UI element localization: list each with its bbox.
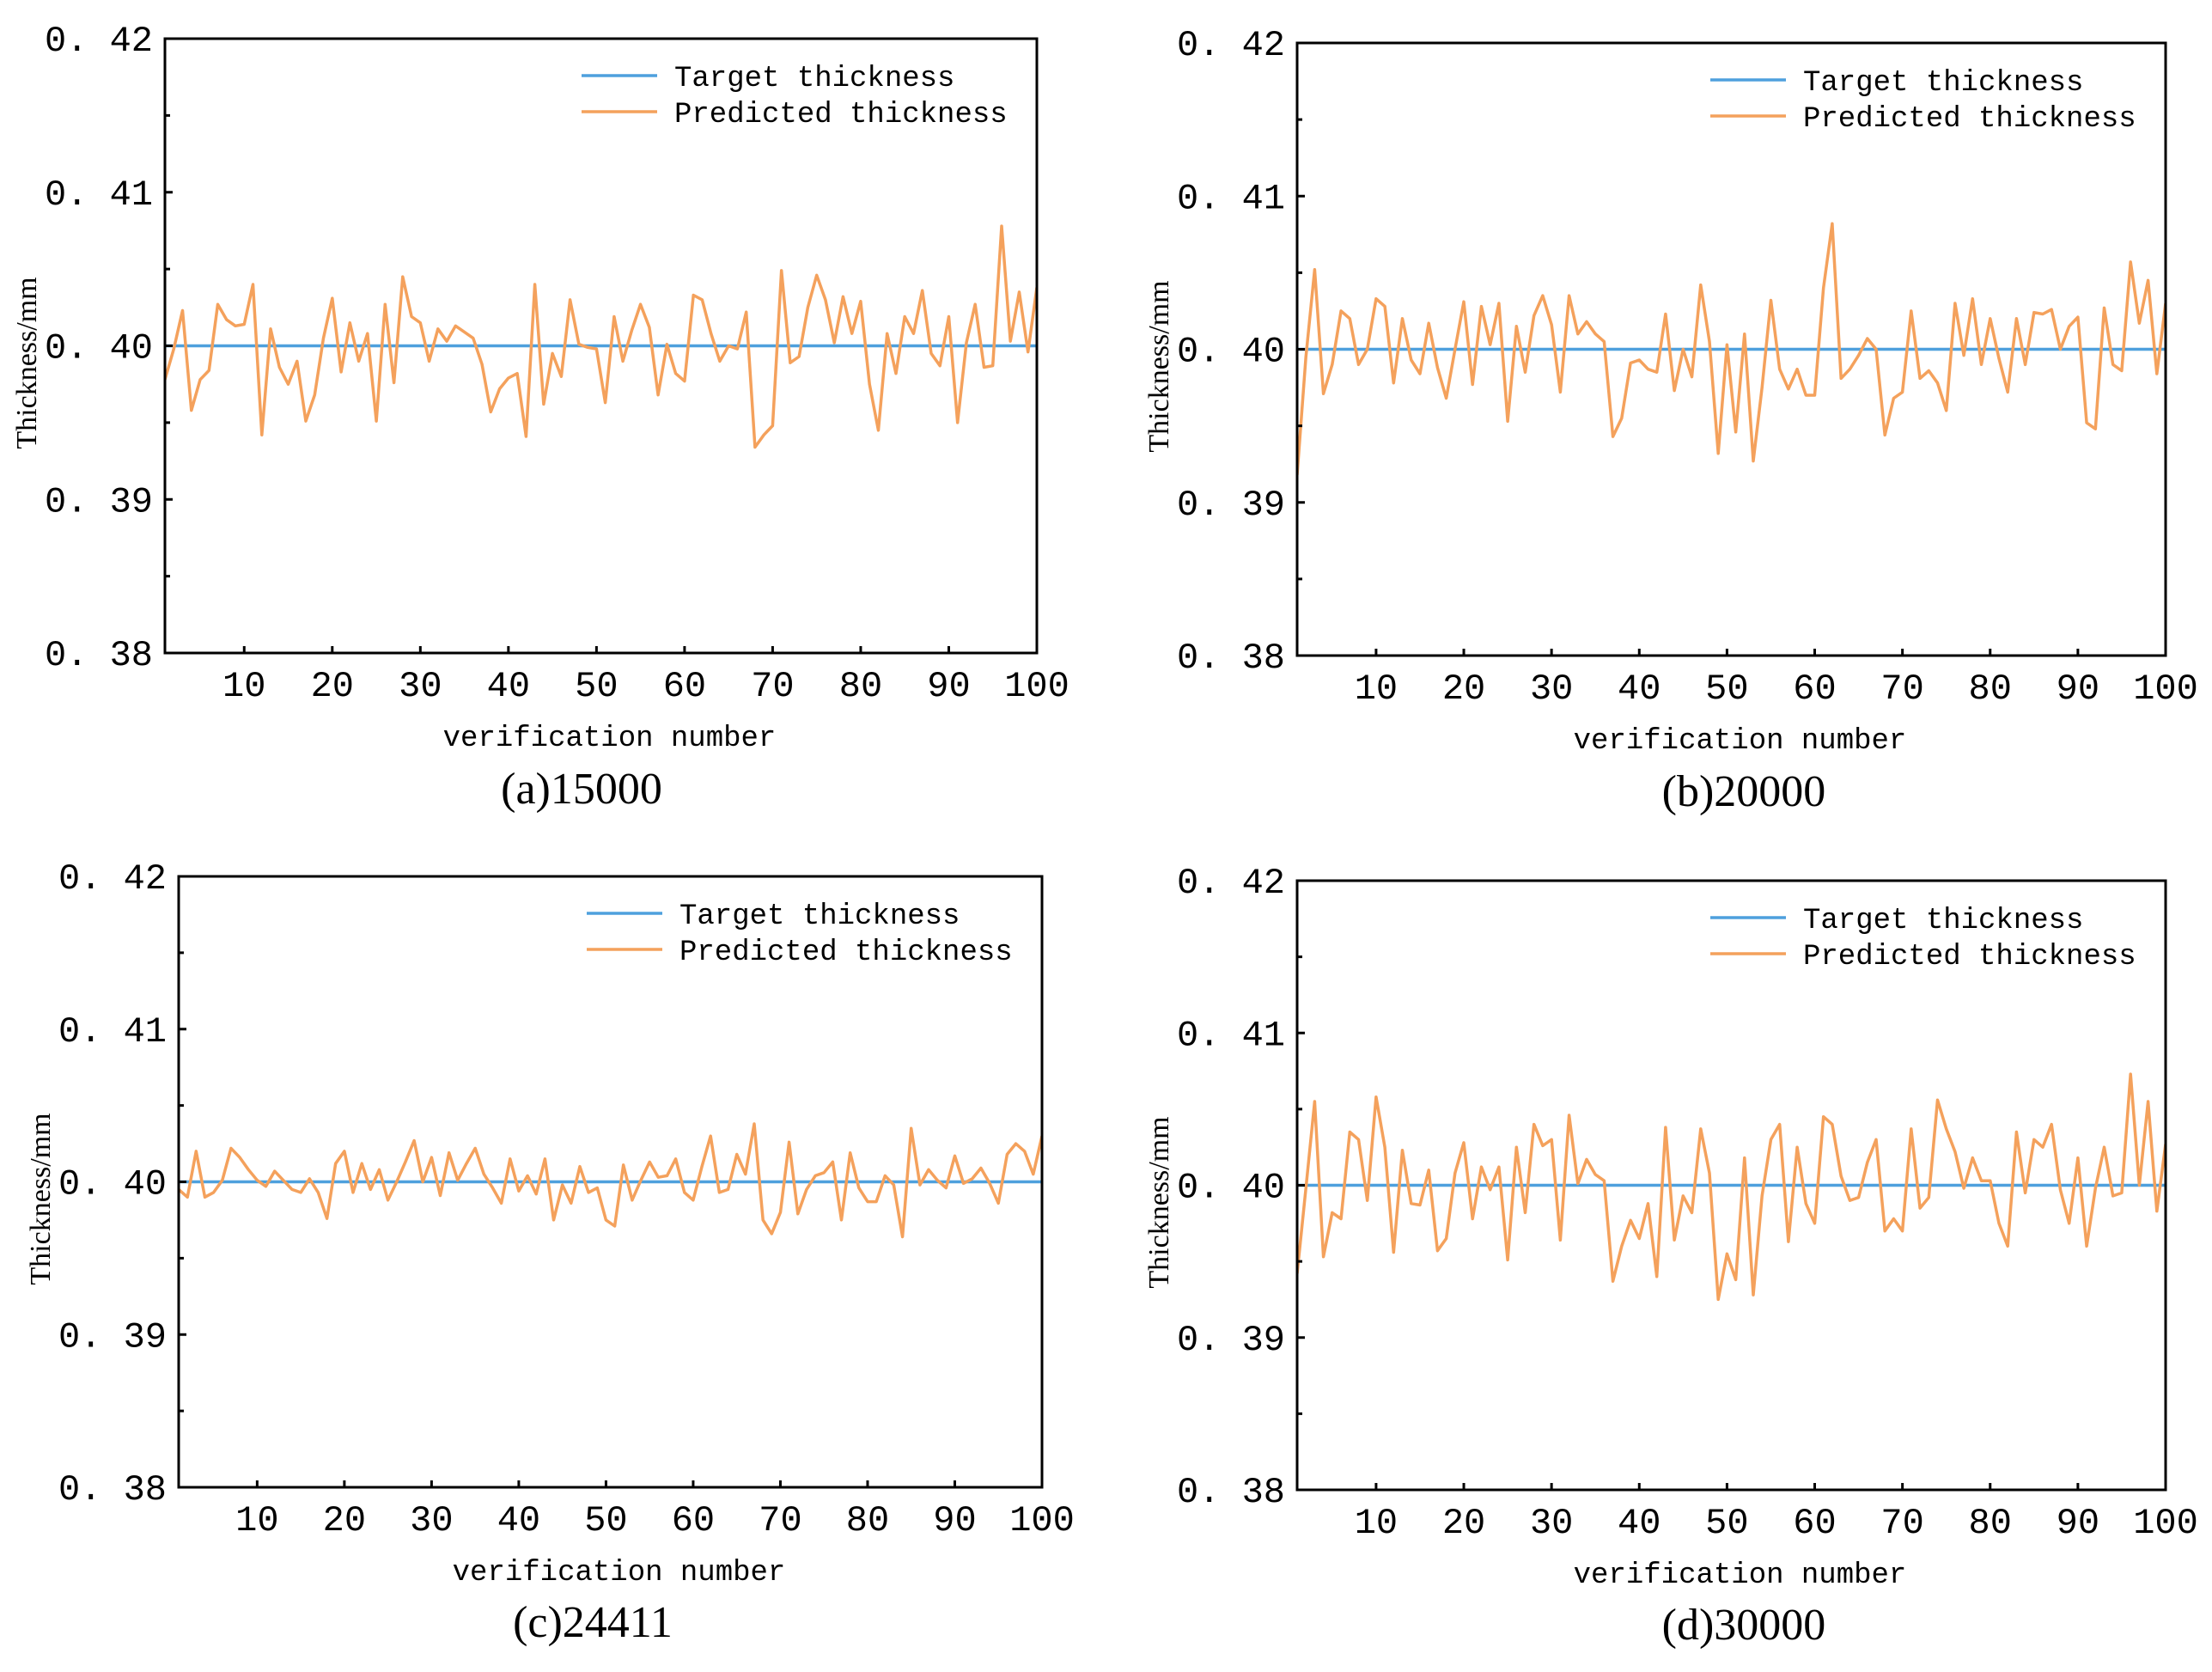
x-tick-label: 50 — [1705, 1503, 1748, 1544]
y-tick-label: 0. 42 — [1177, 25, 1285, 66]
x-tick-label: 20 — [323, 1500, 366, 1541]
y-axis-label: Thickness/mm — [1143, 1116, 1175, 1288]
panel-caption: (d)30000 — [1662, 1601, 1826, 1650]
x-tick-label: 70 — [1880, 668, 1923, 710]
x-tick-label: 30 — [1530, 1503, 1573, 1544]
legend-predicted-label: Predicted thickness — [674, 99, 1008, 131]
x-axis-label: verification number — [453, 1557, 786, 1590]
x-tick-label: 100 — [2133, 668, 2198, 710]
x-tick-label: 80 — [839, 666, 882, 707]
y-tick-label: 0. 39 — [58, 1316, 167, 1358]
x-tick-label: 100 — [1004, 666, 1069, 707]
legend-target-label: Target thickness — [679, 900, 960, 933]
x-tick-label: 20 — [311, 666, 354, 707]
x-tick-label: 40 — [487, 666, 530, 707]
x-tick-label: 70 — [751, 666, 794, 707]
y-tick-label: 0. 40 — [58, 1164, 167, 1205]
x-tick-label: 20 — [1442, 1503, 1485, 1544]
x-tick-label: 70 — [1880, 1503, 1923, 1544]
legend-predicted-label: Predicted thickness — [1803, 941, 2136, 973]
y-tick-label: 0. 38 — [1177, 1472, 1285, 1513]
chart-panel-1: 0. 38 0. 39 0. 40 0. 41 0. 42 10 20 30 40 50 60 70 8… — [11, 21, 1069, 814]
y-tick-label: 0. 42 — [58, 858, 167, 900]
panel-caption: (b)20000 — [1662, 767, 1826, 816]
x-tick-label: 90 — [933, 1500, 976, 1541]
y-axis-label: Thickness/mm — [1143, 280, 1175, 452]
predicted-points — [1296, 1074, 2166, 1300]
y-tick-label: 0. 41 — [1177, 178, 1285, 219]
y-tick-label: 0. 38 — [45, 635, 153, 676]
y-tick-label: 0. 39 — [1177, 485, 1285, 526]
y-axis-label: Thickness/mm — [11, 277, 43, 449]
x-tick-label: 90 — [2057, 1503, 2099, 1544]
x-tick-label: 90 — [2057, 668, 2099, 710]
y-tick-label: 0. 40 — [1177, 1168, 1285, 1209]
y-tick-label: 0. 40 — [1177, 332, 1285, 373]
x-axis-label: verification number — [1574, 1559, 1907, 1592]
x-tick-label: 20 — [1442, 668, 1485, 710]
y-axis-label: Thickness/mm — [25, 1113, 57, 1285]
legend-target-label: Target thickness — [674, 63, 954, 95]
x-tick-label: 90 — [927, 666, 970, 707]
x-tick-label: 30 — [399, 666, 442, 707]
y-tick-label: 0. 41 — [45, 174, 153, 216]
y-tick-label: 0. 38 — [1177, 638, 1285, 679]
x-tick-label: 60 — [663, 666, 706, 707]
x-tick-label: 40 — [1618, 668, 1661, 710]
x-tick-label: 10 — [1355, 668, 1398, 710]
y-tick-label: 0. 41 — [58, 1011, 167, 1053]
predicted-points — [164, 225, 1038, 448]
y-tick-label: 0. 39 — [1177, 1320, 1285, 1361]
predicted-thickness-line — [165, 224, 1037, 449]
x-tick-label: 10 — [1355, 1503, 1398, 1544]
y-tick-label: 0. 39 — [45, 481, 153, 522]
x-tick-label: 70 — [759, 1500, 801, 1541]
y-tick-label: 0. 42 — [45, 21, 153, 62]
x-tick-label: 10 — [222, 666, 265, 707]
predicted-points — [1296, 223, 2166, 475]
x-tick-label: 80 — [1969, 668, 2012, 710]
x-axis-label: verification number — [443, 723, 777, 755]
x-tick-label: 40 — [497, 1500, 540, 1541]
x-tick-label: 60 — [1793, 1503, 1836, 1544]
x-tick-label: 50 — [584, 1500, 627, 1541]
y-tick-label: 0. 41 — [1177, 1015, 1285, 1056]
panel-caption: (c)24411 — [513, 1598, 673, 1647]
x-tick-label: 30 — [410, 1500, 453, 1541]
x-tick-label: 80 — [1969, 1503, 2012, 1544]
chart-panel-3: 0. 38 0. 39 0. 40 0. 41 0. 42 10 20 30 40 50 60 70 8… — [25, 858, 1075, 1647]
x-tick-label: 100 — [2133, 1503, 2198, 1544]
legend-predicted-label: Predicted thickness — [679, 937, 1013, 969]
y-tick-label: 0. 40 — [45, 328, 153, 369]
predicted-thickness-line — [1297, 1072, 2166, 1302]
chart-panel-2: 0. 38 0. 39 0. 40 0. 41 0. 42 10 20 30 40 50 60 70 8… — [1143, 25, 2198, 816]
x-tick-label: 50 — [1705, 668, 1748, 710]
legend: Target thickness Predicted thickness — [582, 63, 1008, 131]
predicted-thickness-line — [179, 1122, 1042, 1239]
legend: Target thickness Predicted thickness — [1710, 905, 2136, 973]
x-tick-label: 60 — [672, 1500, 715, 1541]
x-tick-label: 50 — [575, 666, 618, 707]
legend-target-label: Target thickness — [1803, 67, 2083, 100]
x-axis-label: verification number — [1574, 725, 1907, 758]
legend-target-label: Target thickness — [1803, 905, 2083, 937]
y-tick-label: 0. 42 — [1177, 863, 1285, 904]
chart-panel-4: 0. 38 0. 39 0. 40 0. 41 0. 42 10 20 30 40 50 60 70 8… — [1143, 863, 2198, 1650]
x-tick-label: 80 — [846, 1500, 889, 1541]
x-tick-label: 60 — [1793, 668, 1836, 710]
x-tick-label: 30 — [1530, 668, 1573, 710]
legend: Target thickness Predicted thickness — [587, 900, 1013, 969]
x-tick-label: 100 — [1009, 1500, 1075, 1541]
predicted-thickness-line — [1297, 222, 2166, 475]
y-tick-label: 0. 38 — [58, 1469, 167, 1510]
x-tick-label: 40 — [1618, 1503, 1661, 1544]
x-tick-label: 10 — [235, 1500, 278, 1541]
panel-caption: (a)15000 — [501, 765, 662, 814]
legend-predicted-label: Predicted thickness — [1803, 103, 2136, 136]
